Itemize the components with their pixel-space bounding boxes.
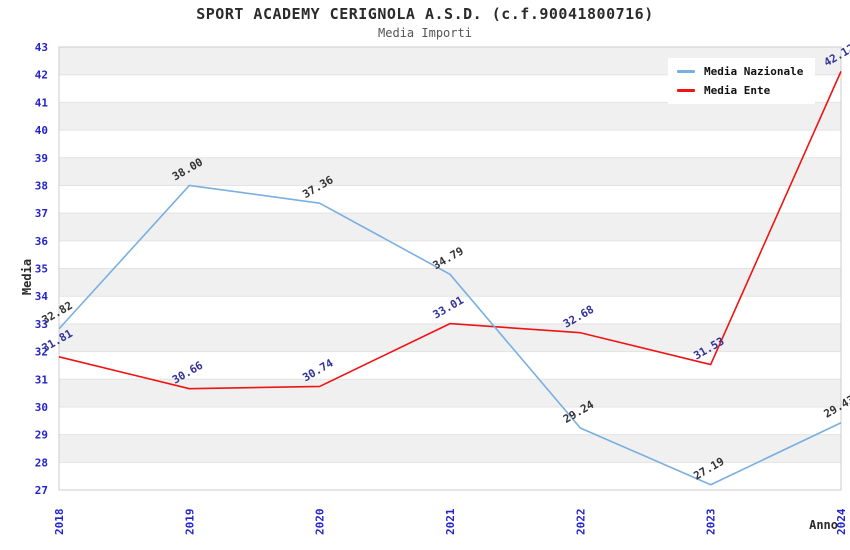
plot-band xyxy=(59,102,841,131)
plot-band xyxy=(59,213,841,241)
x-tick-label: 2020 xyxy=(314,509,327,536)
x-tick-label: 2022 xyxy=(574,509,587,536)
y-tick-label: 31 xyxy=(35,373,49,386)
y-tick-label: 32 xyxy=(35,346,48,359)
series-line-media-ente xyxy=(58,71,842,390)
chart-title: SPORT ACADEMY CERIGNOLA A.S.D. (c.f.9004… xyxy=(196,5,654,23)
y-tick-label: 36 xyxy=(35,235,49,248)
legend-item-media-nazionale: Media Nazionale xyxy=(677,65,803,78)
legend-label-media-nazionale: Media Nazionale xyxy=(704,65,804,78)
plot-band xyxy=(59,379,841,407)
x-axis-title: Anno xyxy=(809,518,838,532)
series-line-media-nazionale xyxy=(58,184,842,486)
legend-label-media-ente: Media Ente xyxy=(704,84,771,97)
plot-border xyxy=(58,46,842,491)
plot-band xyxy=(59,323,841,352)
plot-band xyxy=(59,185,841,214)
x-tick-label: 2019 xyxy=(183,509,196,536)
y-axis-title: Media xyxy=(20,259,34,295)
plot-band xyxy=(59,130,841,158)
y-tick-label: 39 xyxy=(35,152,48,165)
plot-band xyxy=(59,240,841,269)
plot-band xyxy=(59,434,841,463)
y-tick-label: 41 xyxy=(35,96,49,109)
legend-swatch-media-nazionale xyxy=(677,70,695,73)
y-tick-label: 27 xyxy=(35,484,48,497)
x-tick-label: 2023 xyxy=(705,509,718,536)
y-tick-label: 34 xyxy=(35,290,49,303)
plot-band xyxy=(59,268,841,297)
legend-item-media-ente: Media Ente xyxy=(677,84,803,97)
plot-band xyxy=(59,351,841,380)
y-tick-label: 43 xyxy=(35,41,48,54)
y-tick-label: 40 xyxy=(35,124,48,137)
x-tick-label: 2021 xyxy=(444,508,457,535)
plot-band xyxy=(59,406,841,435)
plot-band xyxy=(59,296,841,324)
x-tick-label: 2024 xyxy=(835,508,848,535)
y-tick-label: 42 xyxy=(35,69,48,82)
y-tick-label: 35 xyxy=(35,263,48,276)
y-tick-label: 28 xyxy=(35,456,48,469)
legend: Media Nazionale Media Ente xyxy=(668,58,816,104)
x-tick-label: 2018 xyxy=(53,509,66,536)
y-tick-label: 29 xyxy=(35,429,48,442)
plot-band xyxy=(59,157,841,186)
y-tick-label: 33 xyxy=(35,318,48,331)
y-tick-label: 37 xyxy=(35,207,48,220)
y-tick-label: 30 xyxy=(35,401,48,414)
y-tick-label: 38 xyxy=(35,179,48,192)
chart-subtitle: Media Importi xyxy=(378,26,472,40)
legend-swatch-media-ente xyxy=(677,89,695,92)
